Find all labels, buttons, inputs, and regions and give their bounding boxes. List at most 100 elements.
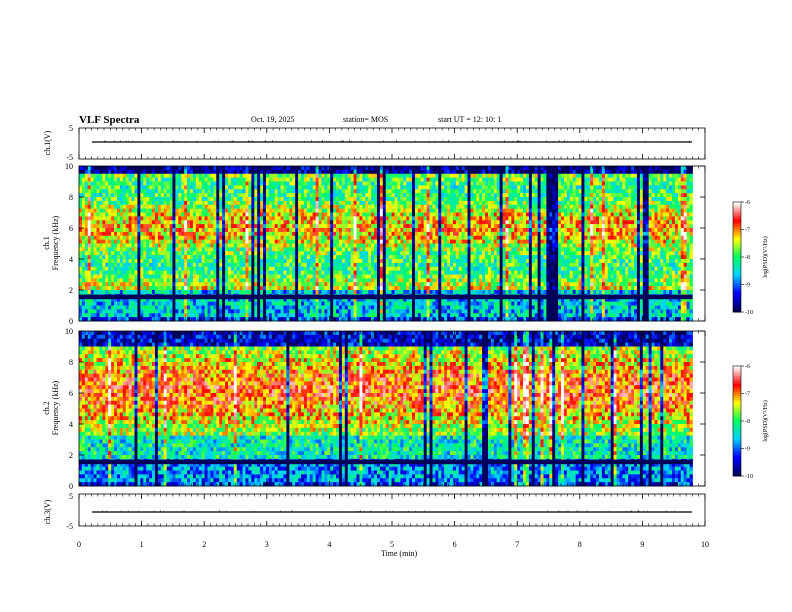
spectrogram-cell: [245, 290, 249, 295]
spectrogram-cell: [254, 185, 258, 190]
spectrogram-cell: [257, 169, 261, 175]
spectrogram-cell: [236, 173, 241, 179]
spectrogram-cell: [114, 286, 118, 291]
spectrogram-cell: [93, 301, 97, 306]
spectrogram-cell: [190, 282, 194, 287]
spectrogram-cell: [394, 286, 398, 291]
spectrogram-cell: [116, 251, 121, 256]
spectrogram-cell: [245, 173, 249, 179]
spectrogram-cell: [309, 166, 314, 171]
spectrogram-cell: [87, 228, 92, 233]
spectrogram-cell: [222, 228, 226, 233]
spectrogram-cell: [260, 181, 264, 186]
spectrogram-cell: [251, 297, 255, 303]
spectrogram-cell: [204, 235, 208, 241]
spectrogram-cell: [201, 266, 206, 272]
spectrogram-cell: [280, 169, 284, 175]
spectrogram-cell: [333, 185, 337, 190]
spectrogram-cell: [225, 231, 229, 237]
spectrogram-cell: [356, 266, 360, 272]
spectrogram-cell: [102, 173, 106, 179]
spectrogram-cell: [84, 274, 89, 279]
spectrogram-cell: [213, 247, 217, 252]
spectrogram-cell: [356, 309, 360, 314]
spectrogram-cell: [227, 212, 232, 217]
spectrogram-cell: [157, 251, 162, 256]
spectrogram-cell: [394, 228, 398, 233]
spectrogram-cell: [87, 301, 92, 306]
spectrogram-cell: [391, 266, 395, 272]
spectrogram-cell: [397, 290, 401, 295]
spectrogram-cell: [125, 216, 130, 221]
spectrogram-cell: [353, 224, 357, 229]
spectrogram-cell: [409, 266, 413, 272]
spectrogram-cell: [397, 204, 401, 210]
spectrogram-cell: [245, 169, 249, 175]
spectrogram-cell: [210, 169, 214, 175]
spectrogram-cell: [263, 243, 267, 248]
spectrogram-cell: [154, 297, 159, 303]
spectrogram-cell: [140, 286, 144, 291]
spectrogram-cell: [163, 224, 168, 229]
spectrogram-cell: [336, 266, 340, 272]
spectrogram-cell: [90, 290, 95, 295]
spectrogram-cell: [210, 278, 214, 283]
spectrogram-cell: [140, 290, 144, 295]
spectrogram-cell: [309, 255, 314, 260]
spectrogram-cell: [128, 274, 132, 279]
spectrogram-cell: [242, 297, 246, 303]
spectrogram-cell: [195, 255, 200, 260]
spectrogram-cell: [204, 274, 208, 279]
spectrogram-cell: [146, 212, 150, 217]
spectrogram-cell: [99, 251, 103, 256]
spectrogram-cell: [274, 317, 279, 322]
spectrogram-cell: [125, 301, 130, 306]
spectrogram-cell: [344, 243, 349, 248]
spectrogram-cell: [409, 251, 413, 256]
spectrogram-cell: [277, 266, 281, 272]
spectrogram-cell: [175, 208, 179, 213]
spectrogram-cell: [175, 313, 179, 318]
spectrogram-cell: [298, 169, 302, 175]
spectrogram-cell: [417, 266, 422, 272]
spectrogram-cell: [216, 228, 220, 233]
spectrogram-cell: [274, 251, 279, 256]
spectrogram-cell: [350, 224, 354, 229]
spectrogram-cell: [187, 274, 191, 279]
spectrogram-cell: [111, 255, 115, 260]
spectrogram-cell: [93, 259, 97, 264]
spectrogram-cell: [213, 305, 217, 310]
spectrogram-cell: [108, 251, 112, 256]
spectrogram-cell: [225, 286, 229, 291]
spectrogram-cell: [298, 243, 302, 248]
spectrogram-cell: [219, 173, 223, 179]
spectrogram-cell: [347, 297, 352, 303]
spectrogram-cell: [128, 189, 132, 194]
spectrogram-cell: [134, 231, 138, 237]
spectrogram-cell: [341, 208, 346, 213]
spectrogram-cell: [239, 309, 243, 314]
spectrogram-cell: [169, 181, 173, 186]
spectrogram-cell: [169, 193, 173, 198]
spectrogram-cell: [391, 301, 395, 306]
spectrogram-cell: [187, 262, 191, 268]
spectrogram-cell: [286, 189, 290, 194]
spectrogram-cell: [175, 259, 179, 264]
spectrogram-cell: [207, 228, 211, 233]
spectrogram-cell: [154, 200, 159, 206]
spectrogram-cell: [140, 313, 144, 318]
spectrogram-cell: [268, 262, 273, 268]
spectrogram-cell: [265, 251, 270, 256]
spectrogram-cell: [330, 290, 334, 295]
spectrogram-cell: [321, 270, 325, 275]
spectrogram-cell: [385, 200, 390, 206]
spectrogram-cell: [172, 251, 176, 256]
spectrogram-cell: [271, 185, 276, 190]
spectrogram-cell: [312, 282, 317, 287]
spectrogram-cell: [257, 224, 261, 229]
spectrogram-cell: [227, 228, 232, 233]
spectrogram-cell: [134, 224, 138, 229]
spectrogram-cell: [432, 278, 436, 283]
spectrogram-cell: [192, 282, 197, 287]
spectrogram-cell: [195, 317, 200, 322]
